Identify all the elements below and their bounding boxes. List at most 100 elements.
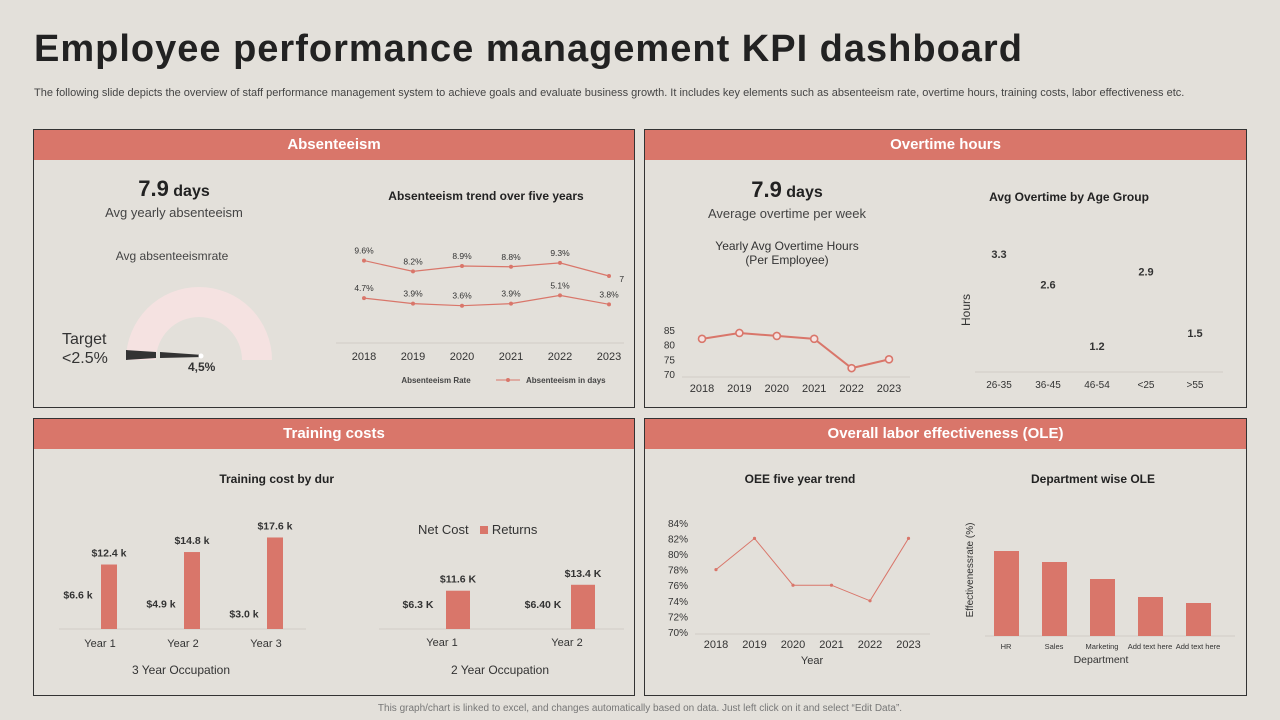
x-tick-label: 2019 <box>727 383 751 395</box>
data-point <box>847 363 856 373</box>
data-point <box>607 274 611 278</box>
y-tick-label: 75 <box>664 355 676 366</box>
y-axis-label: Effectivenessrate (%) <box>965 523 976 618</box>
department-bar <box>994 551 1019 636</box>
x-tick-label: Add text here <box>1128 642 1173 651</box>
returns-label: $14.8 k <box>174 535 209 547</box>
x-tick-label: 46-54 <box>1084 380 1110 391</box>
x-tick-label: 2023 <box>597 351 621 363</box>
training-3yr-chart: Training cost by duration $12.4 k $6.6 k Ye… <box>59 472 334 677</box>
x-tick-label: 2023 <box>896 639 920 651</box>
data-point <box>791 583 795 587</box>
x-tick-label: 2021 <box>819 639 843 651</box>
data-label: 3.3 <box>991 249 1006 261</box>
returns-label: $13.4 K <box>565 568 602 580</box>
net-cost-label: $3.0 k <box>229 608 258 620</box>
absenteeism-kpi-label: Avg yearly absenteeism <box>105 205 243 220</box>
y-axis-label: Hours <box>959 294 973 326</box>
ole-header: Overall labor effectiveness (OLE) <box>645 419 1246 449</box>
legend-returns-swatch <box>480 526 489 534</box>
overtime-chart-title-1: Yearly Avg Overtime Hours <box>715 239 859 253</box>
x-tick-label: 2022 <box>839 383 863 395</box>
department-bar <box>1186 603 1211 636</box>
returns-label: $11.6 K <box>440 574 477 586</box>
x-tick-label: 2021 <box>802 383 826 395</box>
returns-bar <box>101 564 117 629</box>
y-tick-label: 76% <box>668 581 688 592</box>
x-tick-label: Sales <box>1045 642 1064 651</box>
absenteeism-kpi-value: 7.9 <box>138 176 169 201</box>
gauge-target-line1: Target <box>62 331 107 348</box>
x-axis-label: 3 Year Occupation <box>132 663 230 677</box>
overtime-header: Overtime hours <box>645 130 1246 160</box>
page-subtitle: The following slide depicts the overview… <box>34 87 1185 99</box>
returns-bar <box>267 537 283 629</box>
returns-bar <box>184 552 200 629</box>
absenteeism-kpi-unit: days <box>173 183 210 200</box>
y-tick-label: 70% <box>668 628 688 639</box>
series-line <box>715 537 909 602</box>
returns-bar <box>446 590 470 629</box>
chart-title: Department wise OLE <box>1031 472 1155 486</box>
data-label: 9.3% <box>550 248 570 258</box>
training-legend: Net Cost Returns <box>418 522 537 537</box>
data-point <box>906 536 911 540</box>
x-tick-label: 2018 <box>690 383 714 395</box>
department-ole-chart: Department wise OLE Effectivenessrate (%)… <box>965 472 1235 666</box>
gauge-needle <box>160 352 203 358</box>
gauge-value: 4,5% <box>188 360 216 374</box>
data-label: 8.9% <box>452 251 472 261</box>
data-label: 3.6% <box>452 291 472 301</box>
data-label: 4.7% <box>354 283 374 293</box>
x-tick-label: <25 <box>1138 380 1155 391</box>
legend-marker <box>506 378 510 382</box>
x-tick-label: 2018 <box>704 639 728 651</box>
x-tick-label: Year 1 <box>426 637 457 649</box>
data-point <box>509 301 513 306</box>
data-label: 3.9% <box>403 289 423 299</box>
data-label: 2.9 <box>1138 266 1153 278</box>
data-label: 3.8% <box>599 289 619 299</box>
x-tick-label: 26-35 <box>986 380 1012 391</box>
absenteeism-panel: Absenteeism 7.9 days Avg yearly absentee… <box>33 129 635 408</box>
legend-item: Absenteeism in days <box>526 376 606 385</box>
x-tick-label: 2020 <box>765 383 789 395</box>
x-axis-label: Department <box>1074 654 1129 666</box>
data-point <box>411 269 415 274</box>
gauge-arc <box>126 287 272 360</box>
training-panel: Training costs Training cost by duration… <box>33 418 635 696</box>
y-tick-label: 82% <box>668 534 688 545</box>
absenteeism-header: Absenteeism <box>34 130 634 160</box>
data-label: 1.5 <box>1187 328 1202 340</box>
ole-panel: Overall labor effectiveness (OLE) OEE fi… <box>644 418 1247 696</box>
y-tick-label: 72% <box>668 612 688 623</box>
returns-bar <box>571 584 595 629</box>
data-point <box>697 334 707 344</box>
overtime-panel: Overtime hours 7.9 days Average overtime… <box>644 129 1247 408</box>
x-axis-label: 2 Year Occupation <box>451 663 549 677</box>
department-bar <box>1042 562 1067 636</box>
data-point <box>714 568 718 572</box>
overtime-yearly-chart: 70 75 80 85 2018 2019 2020 2021 2022 2023 <box>664 326 910 395</box>
data-point <box>411 301 415 306</box>
data-point <box>460 303 464 308</box>
x-axis-label: Year <box>801 655 824 667</box>
data-label: 9.6% <box>354 246 374 256</box>
training-2yr-chart: $11.6 K $6.3 K Year 1 $13.4 K $6.40 K Year 2 2… <box>379 568 624 677</box>
x-tick-label: 2022 <box>858 639 882 651</box>
overtime-kpi: 7.9 days <box>687 177 887 203</box>
absenteeism-kpi: 7.9 days <box>74 176 274 202</box>
x-tick-label: Year 2 <box>551 637 582 649</box>
chart-title: Absenteeism trend over five years <box>388 189 584 203</box>
x-tick-label: 2019 <box>401 351 425 363</box>
x-tick-label: 2022 <box>548 351 572 363</box>
x-tick-label: 2023 <box>877 383 901 395</box>
oee-trend-chart: OEE five year trend 70% 72% 74% 76% 78% 80% 82%… <box>668 472 930 667</box>
series-line-1 <box>363 260 610 277</box>
gauge-target-line2: <2.5% <box>62 350 108 367</box>
y-tick-label: 80 <box>664 341 676 352</box>
chart-title: Training cost by duration <box>219 472 334 486</box>
x-tick-label: 2020 <box>781 639 805 651</box>
data-point <box>829 583 834 587</box>
overtime-kpi-value: 7.9 <box>751 177 782 202</box>
